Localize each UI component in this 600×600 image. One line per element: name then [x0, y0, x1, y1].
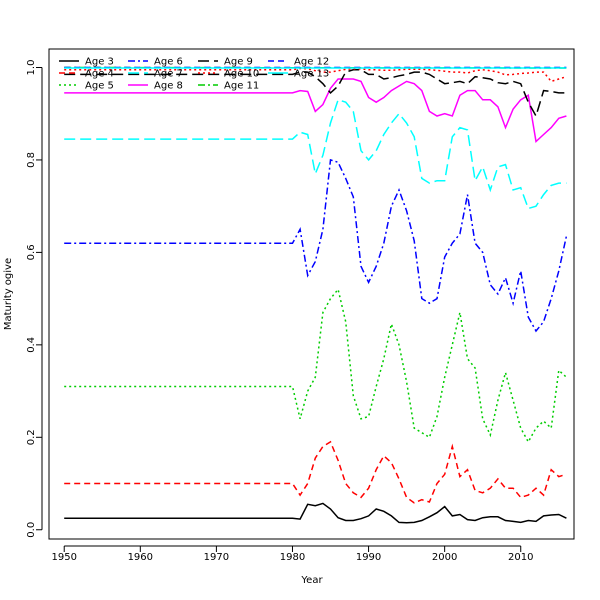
legend-label: Age 7 [154, 69, 183, 80]
legend-item-age-9: Age 9 [198, 57, 253, 68]
legend-item-age-13: Age 13 [268, 69, 329, 80]
legend-label: Age 9 [224, 57, 253, 68]
axes-layer: 1950 1960 1970 1980 1990 2000 2010 0.0 0.2 0.4 0.6… [26, 60, 533, 563]
x-tick-label: 1950 [51, 552, 76, 563]
legend-label: Age 10 [224, 69, 259, 80]
legend-label: Age 11 [224, 81, 259, 92]
legend-item-age-6: Age 6 [128, 57, 183, 68]
legend-label: Age 6 [154, 57, 183, 68]
x-axis-label: Year [300, 575, 323, 586]
legend-item-age-3: Age 3 [59, 57, 114, 68]
series-line-age-8 [64, 78, 567, 143]
y-tick-label: 0.2 [26, 429, 37, 445]
y-axis-label: Maturity ogive [3, 258, 14, 330]
y-tick-label: 0.6 [26, 244, 37, 260]
legend-item-age-11: Age 11 [198, 81, 259, 92]
legend-item-age-7: Age 7 [128, 69, 183, 80]
legend-label: Age 12 [294, 57, 329, 68]
series-line-age-4 [64, 440, 567, 504]
series-line-age-7 [64, 98, 567, 210]
x-tick-label: 1970 [204, 552, 229, 563]
legend-label: Age 13 [294, 69, 329, 80]
legend-item-age-8: Age 8 [128, 81, 183, 92]
y-tick-label: 0.8 [26, 152, 37, 168]
legend-item-age-5: Age 5 [59, 81, 114, 92]
x-tick-label: 2010 [508, 552, 533, 563]
series-line-age-6 [64, 158, 568, 333]
x-tick-label: 1980 [280, 552, 305, 563]
legend-label: Age 3 [85, 57, 114, 68]
x-tick-label: 2000 [432, 552, 457, 563]
legend-label: Age 5 [85, 81, 114, 92]
plot-frame [48, 48, 575, 540]
x-tick-label: 1990 [356, 552, 381, 563]
series-layer [64, 66, 568, 524]
y-tick-label: 0.0 [26, 522, 37, 538]
legend-item-age-10: Age 10 [198, 69, 259, 80]
legend-item-age-12: Age 12 [268, 57, 329, 68]
series-line-age-3 [64, 502, 567, 524]
y-tick-label: 1.0 [26, 60, 37, 76]
legend-item-age-4: Age 4 [59, 69, 114, 80]
legend-label: Age 4 [85, 69, 114, 80]
legend-label: Age 8 [154, 81, 183, 92]
series-line-age-9 [64, 69, 567, 118]
y-tick-label: 0.4 [26, 337, 37, 353]
x-tick-label: 1960 [128, 552, 153, 563]
